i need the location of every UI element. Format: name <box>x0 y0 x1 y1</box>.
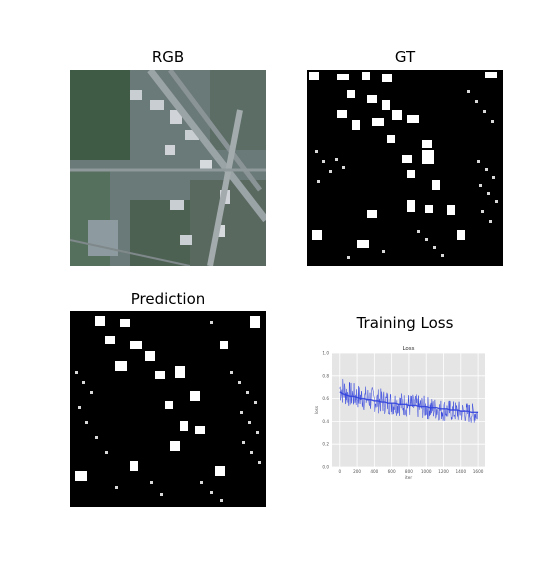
rgb-title: RGB <box>151 48 185 66</box>
y-tick-label: 0.4 <box>322 419 329 424</box>
loss-chart: 0.0 0.2 0.4 0.6 0.8 1.0 0 200 400 600 800 1000 1200 1… <box>314 346 485 480</box>
chart-title: Loss <box>402 346 414 352</box>
x-tick-label: 600 <box>388 469 396 474</box>
gt-title: GT <box>394 48 416 66</box>
training-loss-title: Training Loss <box>356 314 454 332</box>
y-tick-label: 0.8 <box>322 373 329 378</box>
gt-mask <box>307 70 503 266</box>
y-axis-label: loss <box>314 406 319 414</box>
x-tick-label: 1200 <box>438 469 449 474</box>
rgb-image <box>70 70 266 266</box>
x-axis-label: iter <box>405 475 412 480</box>
y-tick-label: 0.2 <box>322 442 329 447</box>
y-tick-label: 1.0 <box>322 351 329 356</box>
x-tick-label: 1000 <box>421 469 432 474</box>
x-tick-label: 1600 <box>473 469 484 474</box>
x-tick-label: 400 <box>370 469 378 474</box>
prediction-title: Prediction <box>130 290 206 308</box>
x-tick-label: 1400 <box>455 469 466 474</box>
y-tick-label: 0.6 <box>322 396 329 401</box>
loss-mean-line <box>339 391 479 413</box>
x-tick-label: 200 <box>353 469 361 474</box>
loss-line <box>339 379 478 423</box>
prediction-mask <box>70 311 266 507</box>
x-tick-label: 800 <box>405 469 413 474</box>
x-tick-label: 0 <box>338 469 341 474</box>
y-tick-label: 0.0 <box>322 465 329 470</box>
